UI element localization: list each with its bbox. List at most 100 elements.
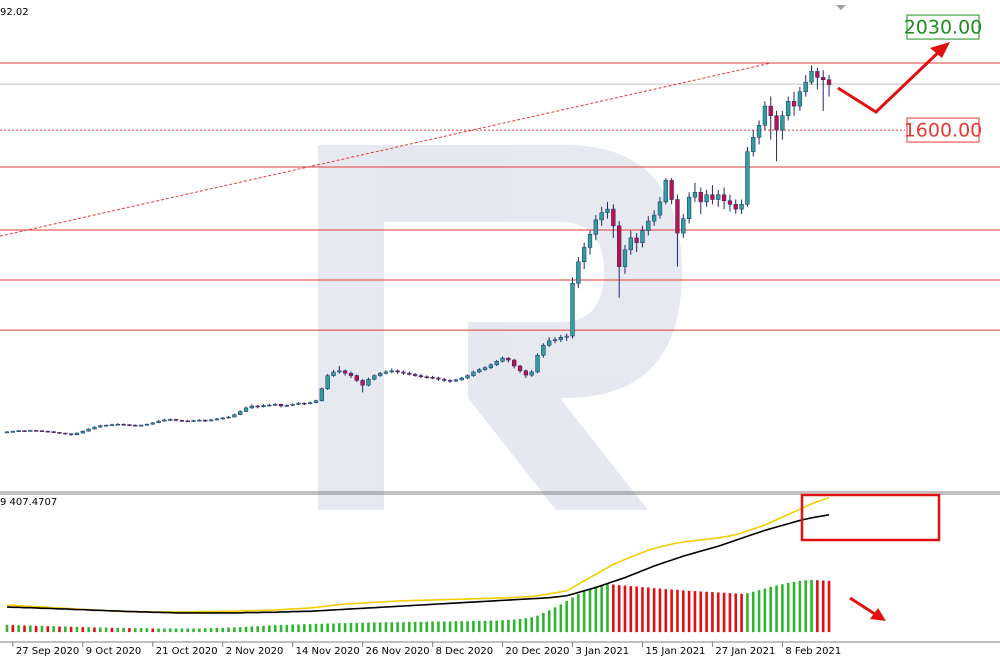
histogram-bar [407, 621, 411, 633]
candle-body [506, 357, 511, 361]
x-tick-label: 27 Jan 2021 [715, 646, 775, 657]
candle-body [208, 419, 214, 422]
candle-body [482, 367, 488, 370]
candle-body [756, 125, 762, 138]
candle-body [593, 219, 598, 235]
candle-body [815, 71, 820, 78]
candle-body [302, 402, 307, 405]
candle-body [214, 418, 220, 421]
histogram-bar [477, 620, 481, 633]
candle-body [780, 115, 785, 131]
candle-body [628, 237, 633, 251]
histogram-bar [792, 581, 796, 633]
candle-body [424, 376, 429, 379]
histogram-bar [93, 627, 96, 633]
histogram-bar [821, 580, 825, 633]
candle-body [243, 407, 249, 412]
candle-body [57, 432, 62, 434]
candle-body [523, 370, 529, 376]
histogram-bar [472, 620, 475, 633]
candle-body [150, 422, 155, 425]
candle-body [389, 370, 394, 373]
histogram-bar [23, 625, 26, 633]
candle-body [786, 101, 791, 116]
candle-body [453, 379, 459, 382]
candle-body [721, 194, 727, 201]
histogram-bar [11, 625, 15, 633]
histogram-bar [652, 588, 656, 633]
candle-body [768, 105, 773, 116]
candle-body [494, 360, 499, 366]
candle-body [348, 372, 354, 376]
candle-body [541, 344, 546, 356]
histogram-bar [81, 627, 85, 633]
histogram-bar [518, 618, 522, 633]
histogram-bar [209, 628, 213, 633]
candle-body [488, 364, 494, 368]
candle-body [197, 419, 202, 422]
histogram-bar [565, 601, 568, 633]
candle-body [651, 214, 657, 222]
histogram-bar [291, 624, 294, 633]
candle-body [675, 199, 680, 234]
candle-body [809, 71, 814, 83]
arrow-head [930, 42, 950, 58]
histogram-bar [355, 622, 359, 633]
histogram-bar [582, 591, 586, 633]
highlight-box [800, 493, 941, 542]
candle-body [203, 419, 208, 422]
histogram-bar [460, 621, 464, 633]
histogram-bar [728, 593, 732, 633]
candle-body [739, 204, 744, 210]
annotation-label: 1600.00 [904, 120, 983, 142]
candle-body [168, 419, 173, 421]
candle-body [133, 424, 138, 427]
x-tick-label: 8 Dec 2020 [436, 646, 494, 657]
candle-body [517, 365, 523, 372]
histogram-bar [256, 626, 259, 633]
main-panel: 2030.00 1600.00 [0, 14, 1000, 436]
histogram-bar [413, 621, 417, 633]
trend-line [0, 62, 772, 237]
candle-body [144, 423, 150, 426]
candle-body [173, 419, 179, 421]
candle-body [220, 417, 225, 420]
candle-body [308, 402, 313, 404]
histogram-bar [722, 592, 726, 633]
histogram-bar [501, 620, 504, 633]
histogram-bar [687, 590, 691, 633]
candle-body [727, 200, 733, 205]
candle-body [657, 201, 663, 216]
candle-body [564, 335, 569, 338]
histogram-bar [588, 588, 592, 633]
annotation-label: 2030.00 [904, 17, 983, 39]
candle-body [63, 432, 68, 435]
histogram-bar [174, 628, 178, 633]
x-tick-label: 27 Sep 2020 [16, 646, 79, 657]
histogram-bar [693, 591, 697, 633]
histogram-bar [326, 623, 329, 633]
histogram-bar [273, 625, 277, 633]
candle-body [477, 369, 482, 373]
candle-body [261, 405, 266, 407]
candle-body [681, 218, 686, 234]
histogram-bar [238, 627, 242, 633]
histogram-bar [716, 592, 720, 633]
candle-body [826, 79, 832, 85]
x-tick-label: 8 Feb 2021 [785, 646, 841, 657]
candle-body [249, 405, 255, 409]
candle-body [774, 115, 779, 131]
price-label: 92.02 [0, 7, 29, 18]
histogram-bar [442, 621, 446, 633]
candle-body [267, 404, 272, 407]
candle-body [86, 428, 91, 432]
histogram-bar [372, 622, 376, 633]
candle-body [395, 370, 400, 373]
histogram-bar [664, 589, 668, 633]
candle-body [354, 375, 359, 381]
histogram-bar [810, 579, 813, 633]
candle-body [640, 230, 645, 243]
candle-body [576, 261, 581, 284]
histogram-bar [87, 627, 90, 633]
